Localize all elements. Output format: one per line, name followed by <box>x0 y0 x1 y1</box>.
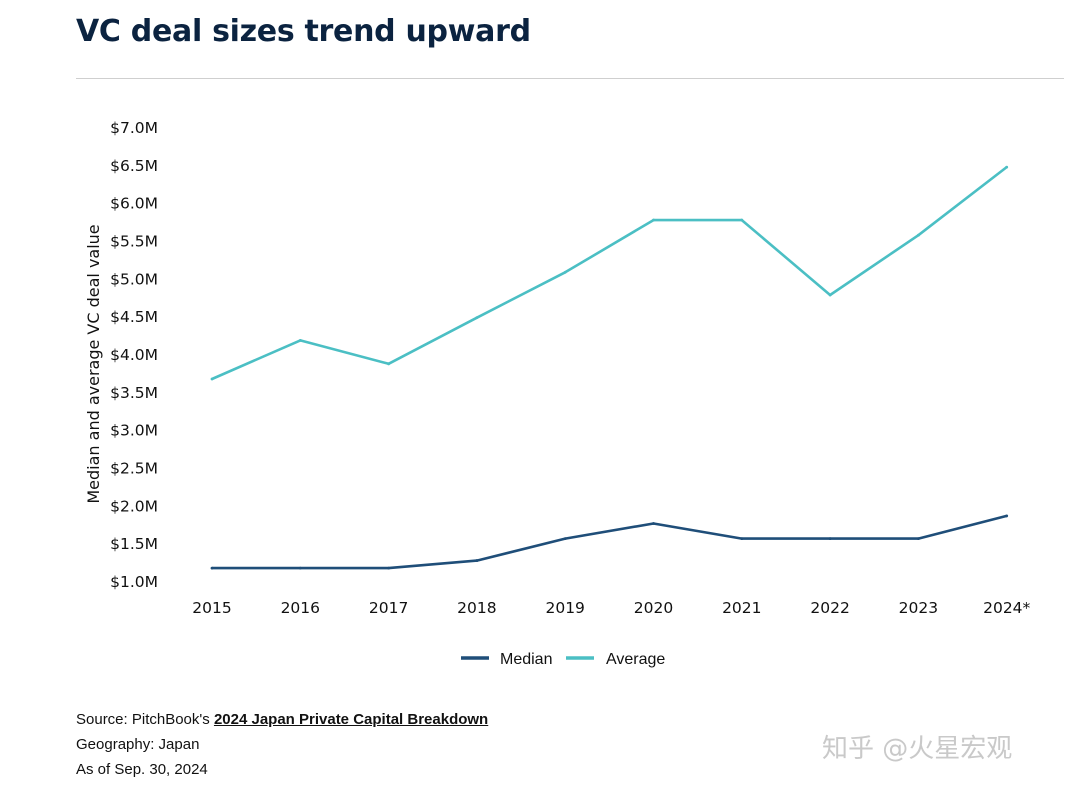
x-tick-label: 2018 <box>457 599 496 617</box>
x-tick-label: 2024* <box>983 599 1030 617</box>
watermark: 知乎 @火星宏观 <box>822 734 1013 764</box>
data-point-average <box>298 338 302 342</box>
data-point-median <box>1005 514 1009 518</box>
y-tick-label: $5.5M <box>110 233 158 251</box>
series-lines <box>210 165 1009 570</box>
data-point-median <box>298 566 302 570</box>
x-axis-ticks: 2015 2016 2017 2018 2019 2020 2021 2022 2023 2024… <box>192 599 1030 617</box>
data-point-median <box>917 537 920 541</box>
x-tick-label: 2022 <box>810 599 849 617</box>
x-tick-label: 2020 <box>634 599 673 617</box>
data-point-median <box>828 537 832 541</box>
y-tick-label: $2.5M <box>110 460 158 478</box>
title-divider <box>76 78 1064 79</box>
legend: Median Average <box>461 651 665 668</box>
data-point-average <box>828 293 832 297</box>
legend-label-median: Median <box>500 651 552 668</box>
legend-label-average: Average <box>606 651 665 668</box>
data-point-average <box>1005 165 1009 169</box>
y-tick-label: $7.0M <box>110 119 158 137</box>
data-point-average <box>210 377 214 381</box>
series-line-median <box>212 514 1008 570</box>
y-axis-label: Median and average VC deal value <box>84 224 103 503</box>
series-line-average <box>211 166 1008 381</box>
data-point-median <box>652 522 655 525</box>
data-point-median <box>387 566 390 570</box>
y-tick-label: $1.5M <box>110 535 158 553</box>
data-point-average <box>740 218 744 222</box>
x-tick-label: 2019 <box>545 599 584 617</box>
y-tick-label: $1.0M <box>110 573 158 591</box>
y-tick-label: $4.0M <box>110 346 158 364</box>
x-tick-label: 2023 <box>899 599 938 617</box>
geography-note: Geography: Japan <box>76 736 200 753</box>
y-tick-label: $4.5M <box>110 308 158 326</box>
data-point-average <box>563 270 567 274</box>
y-tick-label: $6.0M <box>110 195 158 213</box>
y-tick-label: $2.0M <box>110 497 158 515</box>
data-point-median <box>740 537 744 541</box>
source-line: Source: PitchBook's 2024 Japan Private C… <box>76 711 488 728</box>
data-point-average <box>652 218 655 222</box>
y-tick-label: $3.0M <box>110 422 158 440</box>
data-point-median <box>210 566 214 570</box>
chart-title: VC deal sizes trend upward <box>76 14 531 49</box>
x-tick-label: 2017 <box>369 599 408 617</box>
data-point-average <box>387 362 390 366</box>
x-tick-label: 2021 <box>722 599 761 617</box>
line-chart: $1.0M $1.5M $2.0M $2.5M $3.0M $3.5M $4.0M $4.5M… <box>84 119 1031 668</box>
x-tick-label: 2015 <box>192 599 231 617</box>
source-prefix: Source: PitchBook's <box>76 711 214 728</box>
source-link[interactable]: 2024 Japan Private Capital Breakdown <box>213 711 489 728</box>
y-tick-label: $3.5M <box>110 384 158 402</box>
y-axis-ticks: $1.0M $1.5M $2.0M $2.5M $3.0M $3.5M $4.0M $4.5M… <box>110 119 158 591</box>
data-point-average <box>917 233 920 237</box>
data-point-median <box>563 537 567 541</box>
as-of-note: As of Sep. 30, 2024 <box>76 761 208 778</box>
data-point-median <box>475 559 479 562</box>
y-tick-label: $6.5M <box>110 157 158 175</box>
x-tick-label: 2016 <box>281 599 320 617</box>
data-point-average <box>475 316 479 320</box>
y-tick-label: $5.0M <box>110 270 158 288</box>
